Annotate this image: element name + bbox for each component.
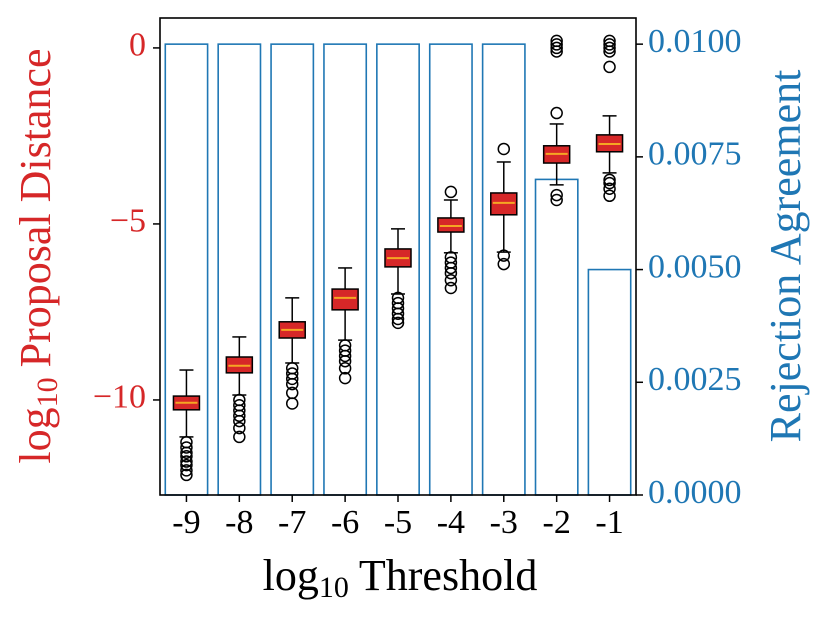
x-label-sub: 10 — [319, 571, 349, 604]
flier — [285, 377, 299, 391]
bar — [217, 43, 262, 496]
flier — [603, 182, 616, 195]
flier — [603, 38, 616, 51]
x-tick-label: -2 — [543, 504, 571, 541]
bar — [428, 43, 473, 496]
flier — [180, 446, 193, 460]
flier — [180, 450, 193, 463]
flier — [180, 441, 193, 454]
x-tick-label: -7 — [278, 504, 306, 541]
flier — [233, 414, 246, 428]
x-tick-label: -9 — [172, 504, 200, 541]
x-tick-label: -8 — [225, 504, 253, 541]
flier — [497, 142, 511, 156]
flier — [391, 307, 405, 320]
flier — [550, 45, 563, 58]
flier — [338, 354, 352, 368]
flier — [233, 430, 246, 444]
flier — [444, 274, 458, 287]
x-axis-label: log10 Threshold — [263, 551, 538, 604]
flier — [444, 281, 458, 295]
flier — [180, 468, 193, 482]
flier — [233, 409, 246, 423]
y2-tick-label: 0.0075 — [648, 136, 742, 173]
x-tick-label: -5 — [384, 504, 412, 541]
x-label-text: Threshold — [359, 551, 537, 600]
y-tick-label: −5 — [110, 203, 146, 240]
flier — [550, 193, 563, 207]
y2-axis-label: Rejection Agreement — [761, 70, 810, 443]
y-axis-label: log10 Proposal Distance — [11, 48, 64, 463]
flier — [180, 464, 193, 477]
y-label-log: log — [11, 407, 60, 463]
flier — [444, 185, 458, 199]
flier — [391, 316, 405, 330]
flier — [338, 349, 352, 363]
y-label-text: Proposal Distance — [11, 48, 60, 367]
flier — [180, 455, 193, 468]
x-tick-label: -1 — [595, 504, 623, 541]
y2-tick-label: 0.0000 — [648, 474, 742, 511]
flier — [391, 312, 405, 326]
flier — [550, 41, 563, 55]
flier — [603, 41, 616, 55]
flier — [338, 362, 352, 375]
x-tick-label: -3 — [490, 504, 518, 541]
flier — [603, 189, 616, 203]
flier — [338, 371, 352, 385]
x-label-log: log — [263, 551, 319, 600]
flier — [603, 173, 616, 187]
flier — [550, 106, 563, 120]
bar — [270, 43, 315, 496]
box — [490, 192, 518, 216]
y-label-sub: 10 — [31, 377, 64, 407]
y-tick-label: 0 — [129, 27, 146, 64]
flier — [444, 266, 458, 280]
flier — [285, 372, 299, 386]
flier — [550, 188, 563, 202]
x-tick-label: -6 — [331, 504, 359, 541]
flier — [550, 38, 563, 51]
y2-tick-label: 0.0100 — [648, 23, 742, 60]
box — [331, 288, 359, 311]
flier — [603, 176, 616, 190]
y-tick-label: −10 — [93, 379, 146, 416]
flier — [233, 421, 246, 435]
flier — [180, 458, 193, 472]
box — [437, 217, 465, 233]
flier — [603, 60, 616, 74]
x-tick-label: -4 — [437, 504, 465, 541]
bar — [587, 268, 632, 496]
flier — [285, 397, 299, 410]
flier — [497, 257, 511, 271]
bar — [534, 178, 579, 496]
flier — [603, 45, 616, 58]
y2-tick-label: 0.0025 — [648, 361, 742, 398]
y2-tick-label: 0.0050 — [648, 248, 742, 285]
flier — [444, 261, 458, 275]
flier — [497, 249, 511, 262]
